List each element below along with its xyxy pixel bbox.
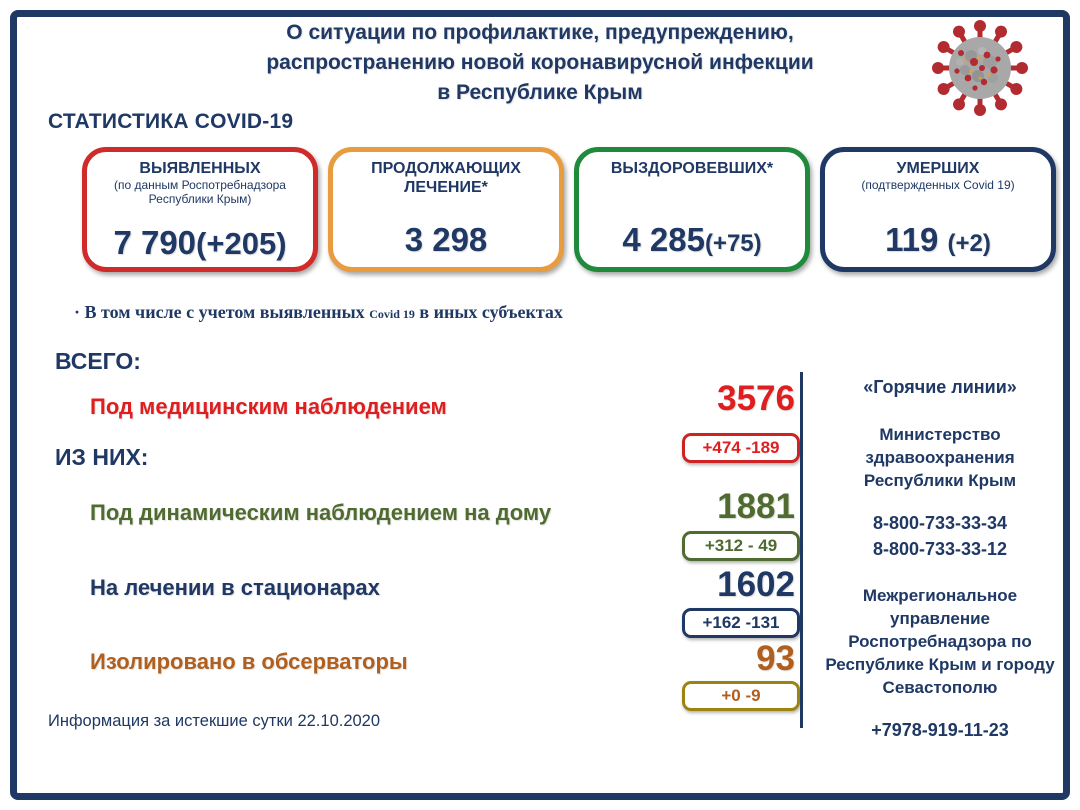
stat-box-value: 119 (+2) (885, 221, 991, 258)
row-label-medical-observation: Под медицинским наблюдением (90, 394, 447, 419)
hotlines-panel: «Горячие линии» Министерство здравоохран… (824, 376, 1056, 765)
page-title-line: О ситуации по профилактике, предупрежден… (286, 21, 794, 44)
row-badge-observatory-isolated: +0 -9 (682, 681, 800, 711)
stat-box-sublabel: (по данным Роспотребнадзора Республики К… (114, 178, 286, 206)
page-border (10, 10, 1070, 800)
vertical-divider (800, 372, 803, 728)
row-label-hospital-treatment: На лечении в стационарах (90, 575, 380, 600)
hotline-phone: 8-800-733-33-34 (872, 513, 1008, 533)
stat-box-value: 3 298 (404, 221, 488, 258)
stat-box-in-treatment: ПРОДОЛЖАЮЩИХ ЛЕЧЕНИЕ* 3 298 (328, 147, 564, 272)
stat-box-label: ПРОДОЛЖАЮЩИХ ЛЕЧЕНИЕ* (371, 160, 521, 196)
hotline-phone: +7978-919-11-23 (871, 720, 1009, 740)
stat-box-label: УМЕРШИХ (896, 160, 980, 177)
row-value-observatory-isolated: 93 (756, 639, 795, 678)
stat-box-label-block: ВЫЯВЛЕННЫХ (по данным Роспотребнадзора Р… (92, 159, 308, 206)
totals-subheading: ИЗ НИХ: (55, 444, 149, 470)
stat-box-label-block: ВЫЗДОРОВЕВШИХ* (611, 159, 773, 178)
row-value-home-observation: 1881 (717, 487, 795, 526)
hotline-org-ministry: Министерство здравоохранения Республики … (863, 425, 1017, 490)
stat-box-deceased: УМЕРШИХ (подтвержденных Covid 19) 119 (+… (820, 147, 1056, 272)
footnote: · В том числе с учетом выявленных Covid … (74, 302, 563, 323)
footnote-small-text: Covid 19 (369, 307, 415, 321)
totals-heading: ВСЕГО: (55, 348, 141, 374)
coronavirus-icon (930, 18, 1030, 118)
row-label-home-observation: Под динамическим наблюдением на дому (90, 500, 552, 525)
row-value-hospital-treatment: 1602 (717, 565, 795, 604)
hotline-phone: 8-800-733-33-12 (872, 539, 1008, 559)
stat-box-label-block: УМЕРШИХ (подтвержденных Covid 19) (861, 159, 1014, 192)
row-badge-hospital-treatment: +162 -131 (682, 608, 800, 638)
hotlines-heading: «Горячие линии» (863, 377, 1017, 397)
row-badge-home-observation: +312 - 49 (682, 531, 800, 561)
stat-box-label: ВЫЗДОРОВЕВШИХ* (610, 160, 774, 177)
page-title-line: распространению новой коронавирусной инф… (266, 51, 814, 74)
hotline-phones-rospotrebnadzor: +7978-919-11-23 (824, 717, 1056, 743)
footer-date: Информация за истекшие сутки 22.10.2020 (48, 712, 381, 730)
stat-box-delta: (+2) (947, 230, 991, 257)
stat-boxes-row: ВЫЯВЛЕННЫХ (по данным Роспотребнадзора Р… (82, 147, 1056, 272)
row-value-medical-observation: 3576 (717, 379, 795, 418)
stat-box-detected: ВЫЯВЛЕННЫХ (по данным Роспотребнадзора Р… (82, 147, 318, 272)
page-title-line: в Республике Крым (437, 81, 643, 104)
row-label-observatory-isolated: Изолировано в обсерваторы (90, 649, 408, 674)
stats-heading: СТАТИСТИКА COVID-19 (48, 110, 294, 133)
hotline-org-rospotrebnadzor: Межрегиональное управление Роспотребнадз… (825, 586, 1055, 697)
stat-box-sublabel: (подтвержденных Covid 19) (861, 178, 1015, 192)
footnote-marker: · (74, 302, 81, 322)
stat-box-delta: (+75) (704, 230, 762, 257)
stat-box-value: 7 790(+205) (113, 224, 287, 261)
footnote-text: В том числе с учетом выявленных (84, 302, 365, 322)
stat-box-label: ВЫЯВЛЕННЫХ (139, 160, 261, 177)
stat-box-label-block: ПРОДОЛЖАЮЩИХ ЛЕЧЕНИЕ* (338, 159, 554, 197)
stat-box-recovered: ВЫЗДОРОВЕВШИХ* 4 285(+75) (574, 147, 810, 272)
page-title: О ситуации по профилактике, предупрежден… (190, 18, 890, 108)
hotline-phones-ministry: 8-800-733-33-34 8-800-733-33-12 (824, 510, 1056, 562)
row-badge-medical-observation: +474 -189 (682, 433, 800, 463)
footnote-text: в иных субъектах (419, 302, 563, 322)
stat-box-value: 4 285(+75) (622, 221, 762, 258)
stat-box-delta: (+205) (196, 226, 287, 261)
